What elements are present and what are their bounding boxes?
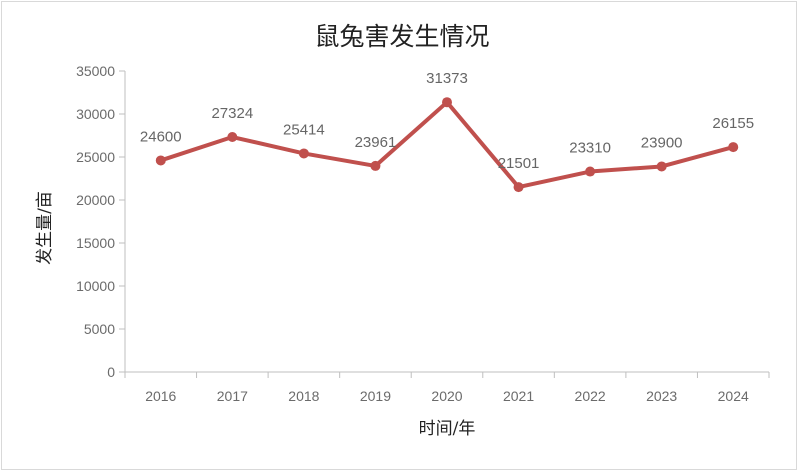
x-tick-label: 2018 bbox=[288, 388, 319, 404]
x-tick-label: 2017 bbox=[217, 388, 248, 404]
data-label: 24600 bbox=[140, 128, 182, 145]
data-point bbox=[298, 148, 309, 159]
chart-title: 鼠兔害发生情况 bbox=[314, 22, 489, 51]
data-point bbox=[656, 161, 667, 172]
data-point bbox=[442, 97, 452, 108]
x-tick-label: 2021 bbox=[503, 388, 534, 404]
data-label: 21501 bbox=[498, 155, 540, 172]
x-axis-title: 时间/年 bbox=[419, 419, 476, 439]
data-label: 25414 bbox=[283, 121, 325, 138]
y-tick-label: 20000 bbox=[76, 192, 115, 208]
x-tick-label: 2016 bbox=[145, 388, 176, 404]
y-tick-label: 15000 bbox=[76, 235, 115, 251]
data-point bbox=[227, 132, 238, 143]
data-label: 31373 bbox=[426, 70, 468, 87]
series-line bbox=[155, 97, 739, 193]
data-label: 26155 bbox=[712, 115, 754, 132]
data-label: 23961 bbox=[355, 134, 397, 151]
x-tick-label: 2019 bbox=[360, 388, 391, 404]
data-label: 27324 bbox=[211, 105, 253, 122]
y-tick-label: 30000 bbox=[76, 106, 115, 122]
data-point bbox=[155, 155, 166, 166]
data-labels: 24600 27324 25414 23961 31373 21501 23310 23900… bbox=[140, 70, 754, 172]
data-label: 23310 bbox=[569, 140, 611, 157]
x-tick-label: 2024 bbox=[718, 388, 749, 404]
y-axis-title: 发生量/亩 bbox=[35, 191, 55, 265]
data-point bbox=[370, 160, 381, 171]
y-tick-label: 5000 bbox=[84, 321, 115, 337]
data-point bbox=[585, 166, 596, 177]
y-tick-label: 35000 bbox=[76, 63, 115, 79]
y-tick-label: 25000 bbox=[76, 149, 115, 165]
x-tick-label: 2022 bbox=[575, 388, 606, 404]
x-tick-label: 2020 bbox=[431, 388, 462, 404]
data-point bbox=[513, 182, 524, 193]
data-label: 23900 bbox=[641, 134, 683, 151]
axes: 0 5000 10000 15000 20000 25000 30000 35000 2016 2… bbox=[76, 63, 770, 404]
x-tick-label: 2023 bbox=[646, 388, 677, 404]
y-tick-label: 10000 bbox=[76, 278, 115, 294]
data-point bbox=[728, 142, 739, 153]
y-tick-label: 0 bbox=[107, 364, 115, 380]
